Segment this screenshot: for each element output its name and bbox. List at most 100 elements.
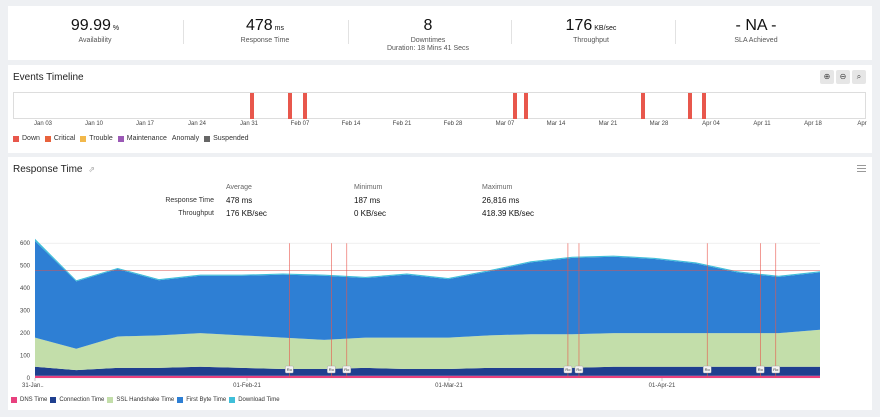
event-marker-label: Ro (758, 367, 764, 372)
legend-swatch (204, 135, 211, 142)
stats-header-minimum: Minimum (354, 184, 383, 191)
reset-zoom-icon[interactable]: ⌕ (852, 70, 866, 84)
timeline-tick-label: Feb 07 (290, 121, 310, 127)
legend-item[interactable]: Connection Time (50, 397, 104, 403)
timeline-tick-label: Mar 14 (546, 121, 566, 127)
series-area-first-byte-time (35, 240, 820, 349)
y-tick-label: 0 (27, 376, 31, 382)
kpi-divider (183, 20, 184, 44)
timeline-tick-label: Jan 10 (84, 121, 104, 127)
legend-label: Maintenance (126, 135, 167, 142)
legend-swatch (80, 135, 87, 142)
downtime-event-bar[interactable] (302, 93, 307, 119)
zoom-in-icon[interactable]: ⊕ (820, 70, 834, 84)
kpi-unit: KB/sec (594, 25, 617, 32)
legend-swatch (13, 135, 19, 142)
kpi-number: 478 (245, 17, 273, 34)
external-link-icon[interactable]: ⇗ (88, 165, 95, 174)
timeline-tick-label: Apr 11 (753, 121, 771, 127)
response-time-title: Response Time ⇗ (13, 164, 95, 175)
timeline-tick-label: Mar 28 (649, 121, 669, 127)
kpi-unit: ms (274, 25, 285, 32)
downtime-event-bar[interactable] (640, 93, 645, 119)
stats-value-avg-throughput: 176 KB/sec (226, 209, 267, 218)
y-tick-label: 600 (20, 241, 31, 247)
summary-kpi-strip: 99.99% Availability 478 ms Response Time 8 Dow… (8, 6, 872, 60)
timeline-tick-label: Apr (857, 121, 867, 127)
response-time-panel: Response Time ⇗ Average Minimum Maximum … (8, 157, 872, 410)
event-marker-flag (574, 365, 584, 374)
legend-label: Anomaly (171, 135, 200, 142)
response-time-title-text: Response Time (13, 164, 83, 175)
stats-header-maximum: Maximum (482, 184, 513, 191)
legend-item[interactable]: SSL Handshake Time (107, 397, 174, 403)
zoom-out-icon[interactable]: ⊖ (836, 70, 850, 84)
downtime-event-bar[interactable] (524, 93, 529, 119)
y-tick-label: 500 (20, 264, 31, 270)
stats-value-max-response: 26,816 ms (482, 196, 520, 205)
x-tick-label: 01-Mar-21 (435, 383, 463, 389)
stats-label-response-time: Response Time (165, 197, 214, 204)
downtime-event-bar[interactable] (249, 93, 254, 119)
series-area-connection-time (35, 366, 820, 376)
kpi-unit: % (112, 25, 120, 32)
stats-label-throughput: Throughput (178, 210, 214, 217)
kpi-value: 478 ms (183, 17, 347, 35)
series-area-ssl-handshake-time (35, 329, 820, 371)
timeline-tick-label: Jan 31 (239, 121, 259, 127)
timeline-tick-label: Feb 28 (443, 121, 463, 127)
kpi-number: 8 (423, 17, 433, 34)
event-marker-label: Ro (773, 367, 779, 372)
x-tick-label: 31-Jan.. (22, 383, 44, 389)
timeline-tick-label: Feb 21 (392, 121, 412, 127)
legend-item[interactable]: Down (13, 135, 40, 142)
stats-value-min-response: 187 ms (354, 196, 381, 205)
hamburger-menu-icon[interactable] (857, 165, 866, 174)
downtime-event-bar[interactable] (702, 93, 707, 119)
kpi-item: - NA - SLA Achieved (674, 6, 838, 60)
kpi-value: 99.99% (13, 17, 177, 35)
legend-label: Down (22, 135, 40, 142)
legend-item[interactable]: Maintenance (117, 135, 167, 142)
legend-item[interactable]: Anomaly (172, 135, 199, 142)
legend-swatch (44, 135, 51, 142)
legend-swatch (117, 135, 124, 142)
legend-item[interactable]: Suspended (204, 135, 249, 142)
event-marker-label: Ro (329, 367, 335, 372)
timeline-tick-label: Mar 21 (598, 121, 618, 127)
event-marker-label: Ro (576, 367, 582, 372)
event-marker-label: Ro (344, 367, 350, 372)
downtime-event-bar[interactable] (513, 93, 518, 119)
kpi-divider (675, 20, 676, 44)
kpi-label: Throughput (573, 37, 609, 44)
kpi-label: Availability (78, 37, 112, 44)
downtime-event-bar[interactable] (288, 93, 293, 119)
kpi-number: 176 (565, 17, 593, 34)
y-tick-label: 200 (20, 331, 31, 337)
events-timeline-track[interactable] (13, 92, 866, 119)
legend-item[interactable]: DNS Time (11, 397, 47, 403)
events-timeline-panel: Events Timeline ⊕ ⊖ ⌕ Down Critical Troubl… (8, 65, 872, 153)
legend-item[interactable]: First Byte Time (177, 397, 226, 403)
legend-item[interactable]: Critical (44, 135, 76, 142)
legend-item[interactable]: Trouble (80, 135, 113, 142)
event-marker-flag (563, 365, 573, 374)
legend-item[interactable]: Download Time (229, 397, 280, 403)
y-tick-label: 100 (20, 354, 31, 360)
legend-label: Critical (53, 135, 76, 142)
legend-label: SSL Handshake Time (116, 397, 175, 403)
kpi-sub: Duration: 18 Mins 41 Secs (386, 45, 470, 52)
legend-label: DNS Time (20, 397, 48, 403)
kpi-number: - NA - (735, 17, 777, 34)
downtime-event-bar[interactable] (687, 93, 692, 119)
event-marker-flag (342, 365, 351, 374)
legend-swatch (177, 397, 184, 403)
legend-label: Suspended (213, 135, 249, 142)
x-tick-label: 01-Feb-21 (233, 383, 261, 389)
legend-swatch (229, 397, 236, 403)
response-time-chart[interactable]: 0 100 200 300 400 500 600 Ro Ro Ro Ro Ro Ro Ro Ro 31-Ja… (8, 227, 872, 392)
kpi-value: 8 (346, 17, 510, 35)
stats-value-min-throughput: 0 KB/sec (354, 209, 387, 218)
y-tick-label: 300 (20, 309, 31, 315)
legend-swatch (107, 397, 114, 403)
